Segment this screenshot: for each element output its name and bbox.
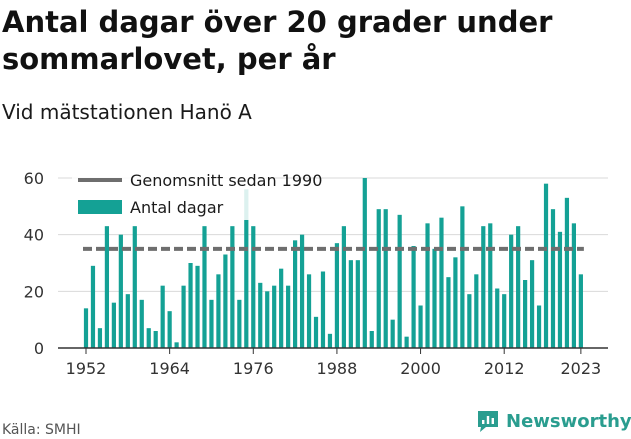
bar bbox=[251, 226, 256, 348]
y-tick-label: 0 bbox=[34, 339, 44, 358]
bar bbox=[376, 209, 381, 348]
legend-bar-swatch bbox=[78, 200, 122, 214]
bar bbox=[313, 316, 319, 348]
bar bbox=[111, 302, 116, 348]
bar bbox=[153, 331, 158, 348]
bar bbox=[348, 260, 353, 348]
x-tick-label: 2000 bbox=[400, 359, 441, 378]
bar bbox=[90, 265, 96, 348]
newsworthy-logo-icon bbox=[478, 411, 498, 432]
bar bbox=[467, 294, 472, 348]
bar bbox=[523, 280, 528, 348]
bar bbox=[334, 243, 340, 348]
bar bbox=[244, 189, 249, 348]
bar bbox=[181, 285, 186, 348]
y-tick-label: 20 bbox=[24, 282, 44, 301]
bar bbox=[83, 308, 89, 348]
bar bbox=[146, 328, 151, 348]
brand: Newsworthy bbox=[476, 409, 631, 433]
bar bbox=[195, 265, 200, 348]
bar bbox=[578, 274, 583, 348]
bar bbox=[543, 183, 549, 348]
bar bbox=[202, 226, 207, 348]
bar bbox=[369, 331, 374, 348]
bar bbox=[306, 274, 312, 348]
bar bbox=[446, 277, 451, 348]
bar bbox=[223, 254, 228, 348]
bar bbox=[509, 234, 514, 348]
bar bbox=[125, 294, 130, 348]
bar bbox=[230, 226, 235, 348]
bar bbox=[564, 197, 570, 348]
bar bbox=[216, 274, 221, 348]
bar bbox=[495, 288, 500, 348]
bar bbox=[418, 305, 423, 348]
bar bbox=[320, 271, 326, 348]
bar bbox=[481, 226, 486, 348]
x-tick-label: 1952 bbox=[66, 359, 107, 378]
bar bbox=[439, 217, 444, 348]
bar bbox=[460, 206, 465, 348]
bar bbox=[432, 248, 437, 348]
page-title: Antal dagar över 20 grader under sommarl… bbox=[2, 5, 553, 76]
bar bbox=[104, 226, 110, 348]
legend-bar-label: Antal dagar bbox=[130, 198, 224, 217]
bar bbox=[299, 234, 305, 348]
bar bbox=[474, 274, 479, 348]
bar bbox=[397, 214, 402, 348]
bar bbox=[529, 260, 535, 348]
bar bbox=[97, 328, 103, 348]
bar bbox=[118, 234, 123, 348]
bar bbox=[355, 260, 360, 348]
bar bbox=[390, 319, 395, 348]
bar bbox=[160, 285, 165, 348]
x-tick-label: 2012 bbox=[484, 359, 525, 378]
bar bbox=[286, 285, 291, 348]
bar bbox=[453, 257, 458, 348]
page-subtitle: Vid mätstationen Hanö A bbox=[2, 100, 252, 124]
bar bbox=[188, 263, 193, 348]
x-tick-label: 1964 bbox=[149, 359, 190, 378]
bar bbox=[209, 299, 214, 348]
bar bbox=[279, 268, 284, 348]
bar bbox=[341, 226, 346, 348]
bar bbox=[167, 311, 172, 348]
y-tick-label: 60 bbox=[24, 169, 44, 188]
x-tick-label: 1988 bbox=[317, 359, 358, 378]
bar bbox=[132, 226, 137, 348]
bar bbox=[550, 209, 556, 348]
bar bbox=[258, 282, 263, 348]
bar bbox=[293, 240, 298, 348]
brand-name: Newsworthy bbox=[506, 410, 631, 432]
x-tick-label: 2023 bbox=[561, 359, 602, 378]
y-tick-label: 40 bbox=[24, 226, 44, 245]
bar bbox=[404, 336, 409, 348]
bar bbox=[536, 305, 542, 348]
bar bbox=[425, 223, 430, 348]
bar bbox=[502, 294, 507, 348]
bar bbox=[362, 178, 367, 348]
x-tick-label: 1976 bbox=[233, 359, 274, 378]
bar bbox=[557, 231, 563, 348]
bar bbox=[237, 299, 242, 348]
legend-average-label: Genomsnitt sedan 1990 bbox=[130, 171, 322, 190]
bar bbox=[411, 246, 416, 348]
bar bbox=[174, 342, 179, 348]
bar bbox=[272, 285, 277, 348]
bar bbox=[516, 226, 521, 348]
bar bbox=[571, 223, 576, 348]
bar bbox=[327, 333, 333, 348]
bar bbox=[139, 299, 144, 348]
source-note: Källa: SMHI bbox=[2, 422, 81, 438]
bar bbox=[383, 209, 388, 348]
bar bbox=[265, 291, 270, 348]
bar bbox=[488, 223, 493, 348]
